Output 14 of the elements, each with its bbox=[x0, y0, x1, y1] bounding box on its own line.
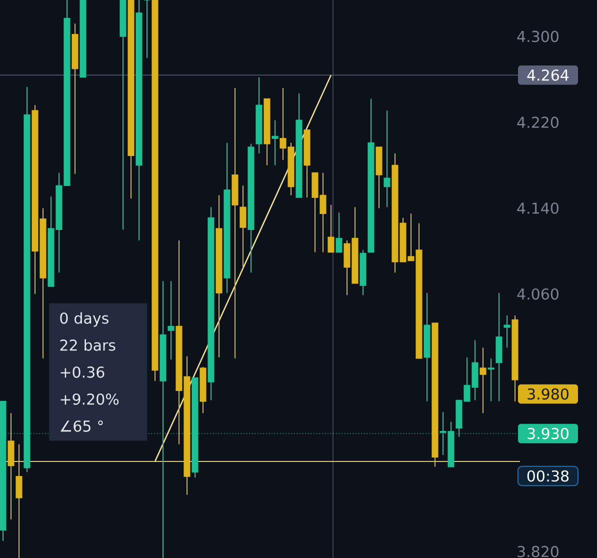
annotation: ∠65 ° bbox=[60, 420, 103, 432]
annotation: 22 bars bbox=[60, 339, 116, 351]
y-tick-label: 4.060 bbox=[517, 288, 558, 300]
text: 00:38 bbox=[527, 470, 569, 482]
annotation: 0 days bbox=[60, 312, 108, 327]
y-tick-label: 3.820 bbox=[518, 546, 558, 558]
y-tick-label: 4.220 bbox=[517, 116, 558, 128]
y-tick-label: 4.300 bbox=[517, 30, 558, 42]
text: 3.980 bbox=[528, 388, 568, 400]
ref-line-label: 4.264 bbox=[527, 69, 569, 81]
ref-line-label: 3.930 bbox=[528, 428, 568, 440]
y-tick-label: 4.140 bbox=[517, 202, 558, 214]
annotation: +0.36 bbox=[60, 366, 104, 378]
annotation: +9.20% bbox=[60, 393, 119, 405]
